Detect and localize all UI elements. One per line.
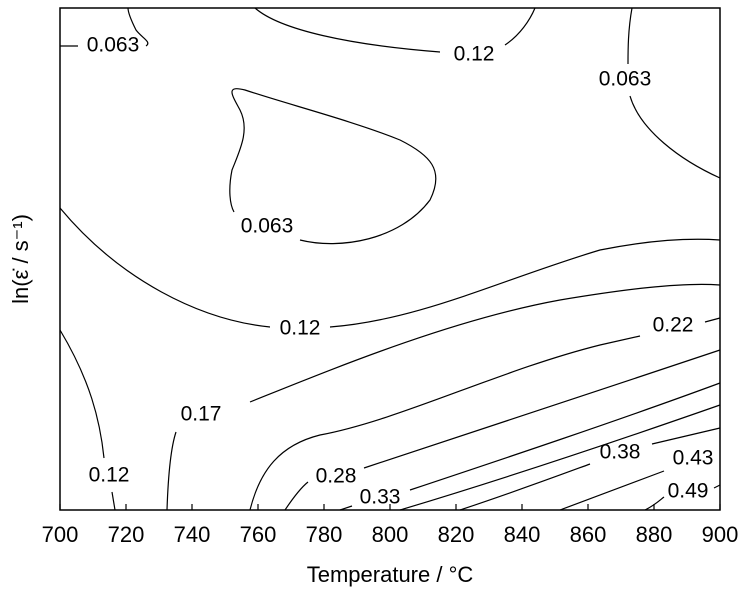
contour-label: 0.38 [600,441,641,464]
contour-line [284,349,721,511]
contour-line [644,484,721,511]
contour-label: 0.063 [599,68,652,91]
contour-label: 0.17 [181,403,222,426]
contour-line [459,427,721,511]
x-tick-label: 860 [570,522,607,547]
contour-line [254,7,536,53]
x-tick-label: 800 [372,522,409,547]
contour-labels: 0.063 0.12 0.063 0.063 0.12 0.12 0.17 0.… [87,34,714,509]
contour-line [339,382,721,511]
contour-line [229,88,437,245]
contour-label: 0.063 [87,34,140,57]
contour-label: 0.12 [280,317,321,340]
x-tick-label: 840 [504,522,541,547]
contour-line [59,329,116,511]
contour-label: 0.33 [360,486,401,509]
x-axis-label: Temperature / °C [307,562,474,587]
x-tick-label: 780 [306,522,343,547]
contour-label: 0.12 [454,43,495,66]
y-axis-label: ln(ε̇ / s⁻¹) [8,214,33,304]
contour-label: 0.063 [241,215,294,238]
contour-line [559,470,665,511]
x-tick-label: 880 [636,522,673,547]
contour-line [249,317,721,511]
x-tick-label: 740 [174,522,211,547]
contour-line [60,7,149,47]
contour-label: 0.12 [89,464,130,487]
contour-line [59,207,721,328]
x-tick-label: 720 [108,522,145,547]
contours [59,7,721,511]
contour-line [399,404,721,511]
contour-label: 0.49 [668,480,709,503]
x-tick-label: 760 [240,522,277,547]
contour-line [166,283,721,511]
contour-label: 0.43 [673,447,714,470]
x-tick-label: 820 [438,522,475,547]
contour-label: 0.22 [653,314,694,337]
contour-line [627,7,721,179]
x-tick-label: 700 [42,522,79,547]
contour-label: 0.28 [316,465,357,488]
x-tick-label: 900 [702,522,739,547]
